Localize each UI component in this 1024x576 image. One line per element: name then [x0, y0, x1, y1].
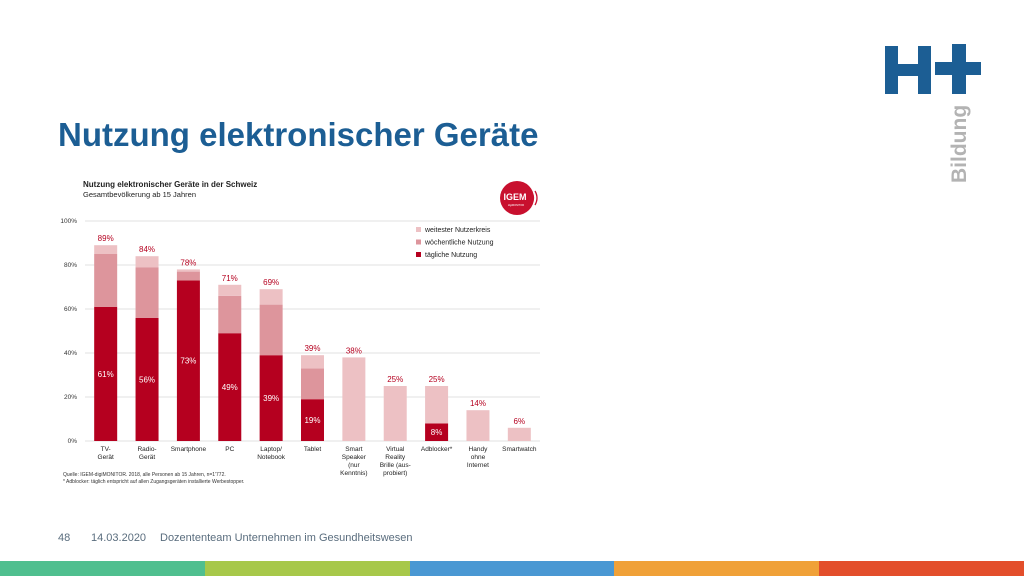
bar-segment [94, 306, 118, 441]
bar-segment [135, 317, 159, 441]
legend-swatch [416, 239, 421, 245]
bar-total-label: 14% [470, 399, 486, 408]
legend-label: tägliche Nutzung [425, 252, 477, 259]
bar-segment [507, 427, 531, 441]
bar-segment [176, 280, 200, 441]
y-tick-label: 0% [68, 438, 78, 445]
x-tick-label: Handy [469, 446, 489, 453]
y-tick-label: 20% [64, 394, 77, 401]
bar-segment [94, 254, 118, 307]
chart-subtitle: Gesamtbevölkerung ab 15 Jahren [83, 190, 196, 199]
bar-daily-label: 19% [304, 416, 320, 425]
x-tick-label: Speaker [342, 454, 367, 461]
x-tick-label: Notebook [257, 454, 286, 461]
bar-daily-label: 39% [263, 394, 279, 403]
legend-label: wöchentliche Nutzung [424, 240, 494, 247]
footer-color-segment [614, 561, 820, 576]
legend-label: weitester Nutzerkreis [424, 227, 491, 234]
bar-segment [135, 256, 159, 268]
chart-footnote-adblocker: * Adblocker: täglich entspricht auf alle… [63, 479, 245, 485]
bar-total-label: 78% [180, 258, 196, 267]
bar-segment [301, 355, 324, 369]
logo-bildung-text: Bildung [948, 105, 971, 183]
x-tick-label: Tablet [304, 446, 322, 453]
x-tick-label: Adblocker* [421, 446, 453, 453]
x-tick-label: Virtual [386, 446, 405, 453]
igem-logo-subtext: digiMONITOR [508, 203, 524, 207]
x-tick-label: (nur [348, 462, 360, 469]
hplus-logo: Bildung [885, 44, 981, 183]
y-tick-label: 40% [64, 350, 77, 357]
bar-segment [425, 423, 449, 441]
bar-total-label: 89% [98, 234, 114, 243]
bar-total-label: 25% [429, 375, 445, 384]
page-title: Nutzung elektronischer Geräte [58, 116, 539, 153]
bar-segment [218, 295, 242, 334]
x-tick-label: Gerät [139, 454, 155, 461]
bar-daily-label: 8% [431, 428, 443, 437]
bar-segment [301, 368, 324, 400]
bar-chart: 0%20%40%60%80%100%89%61%TV-Gerät84%56%Ra… [60, 218, 540, 477]
bar-segment [94, 245, 118, 254]
bar-total-label: 25% [387, 375, 403, 384]
x-tick-label: Gerät [98, 454, 114, 461]
footer-author: Dozententeam Unternehmen im Gesundheitsw… [160, 532, 413, 544]
bar-segment [176, 269, 200, 272]
legend-swatch [416, 252, 421, 257]
bar-daily-label: 56% [139, 375, 155, 384]
footer-color-bar [0, 561, 1024, 576]
bar-segment [218, 284, 242, 296]
bar-total-label: 39% [304, 344, 320, 353]
bar-daily-label: 49% [222, 383, 238, 392]
chart-title: Nutzung elektronischer Geräte in der Sch… [83, 180, 258, 189]
y-tick-label: 80% [64, 262, 77, 269]
bar-segment [425, 386, 449, 424]
x-tick-label: Brille (aus- [380, 462, 411, 469]
x-tick-label: PC [225, 446, 234, 453]
bar-segment [301, 399, 324, 441]
bar-total-label: 38% [346, 346, 362, 355]
x-tick-label: Internet [467, 462, 489, 469]
x-tick-label: Kenntnis) [340, 470, 367, 477]
x-tick-label: probiert) [383, 470, 407, 477]
logo-h-bar [885, 64, 931, 76]
bar-total-label: 69% [263, 278, 279, 287]
x-tick-label: Smartphone [171, 446, 207, 453]
bar-segment [259, 355, 283, 441]
y-tick-label: 60% [64, 306, 77, 313]
footer-color-segment [204, 561, 410, 576]
x-tick-label: TV- [101, 446, 111, 453]
bar-segment [466, 410, 490, 441]
x-tick-label: Reality [385, 454, 406, 461]
igem-logo-text: IGEM [503, 192, 526, 202]
bar-segment [342, 357, 366, 441]
bar-segment [135, 267, 159, 318]
bar-segment [259, 304, 283, 356]
footer-color-segment [0, 561, 205, 576]
footer-color-segment [819, 561, 1024, 576]
bar-total-label: 6% [514, 417, 526, 426]
legend-swatch [416, 227, 421, 232]
y-tick-label: 100% [60, 218, 77, 225]
chart-footnote-source: Quelle: IGEM-digiMONITOR. 2018, alle Per… [63, 472, 226, 478]
footer-color-segment [409, 561, 615, 576]
bar-segment [218, 333, 242, 441]
x-tick-label: ohne [471, 454, 486, 461]
x-tick-label: Radio- [137, 446, 156, 453]
footer-date: 14.03.2020 [91, 532, 147, 544]
bar-daily-label: 73% [180, 357, 196, 366]
logo-plus-h [935, 62, 981, 75]
bar-daily-label: 61% [98, 370, 114, 379]
x-tick-label: Laptop/ [260, 446, 282, 453]
footer-page-number: 48 [58, 532, 71, 544]
bar-segment [383, 386, 407, 441]
igem-logo: IGEM digiMONITOR [500, 181, 538, 215]
x-tick-label: Smartwatch [502, 446, 537, 453]
bar-total-label: 84% [139, 245, 155, 254]
bar-segment [176, 271, 200, 281]
x-tick-label: Smart [345, 446, 363, 453]
bar-total-label: 71% [222, 274, 238, 283]
bar-segment [259, 289, 283, 305]
